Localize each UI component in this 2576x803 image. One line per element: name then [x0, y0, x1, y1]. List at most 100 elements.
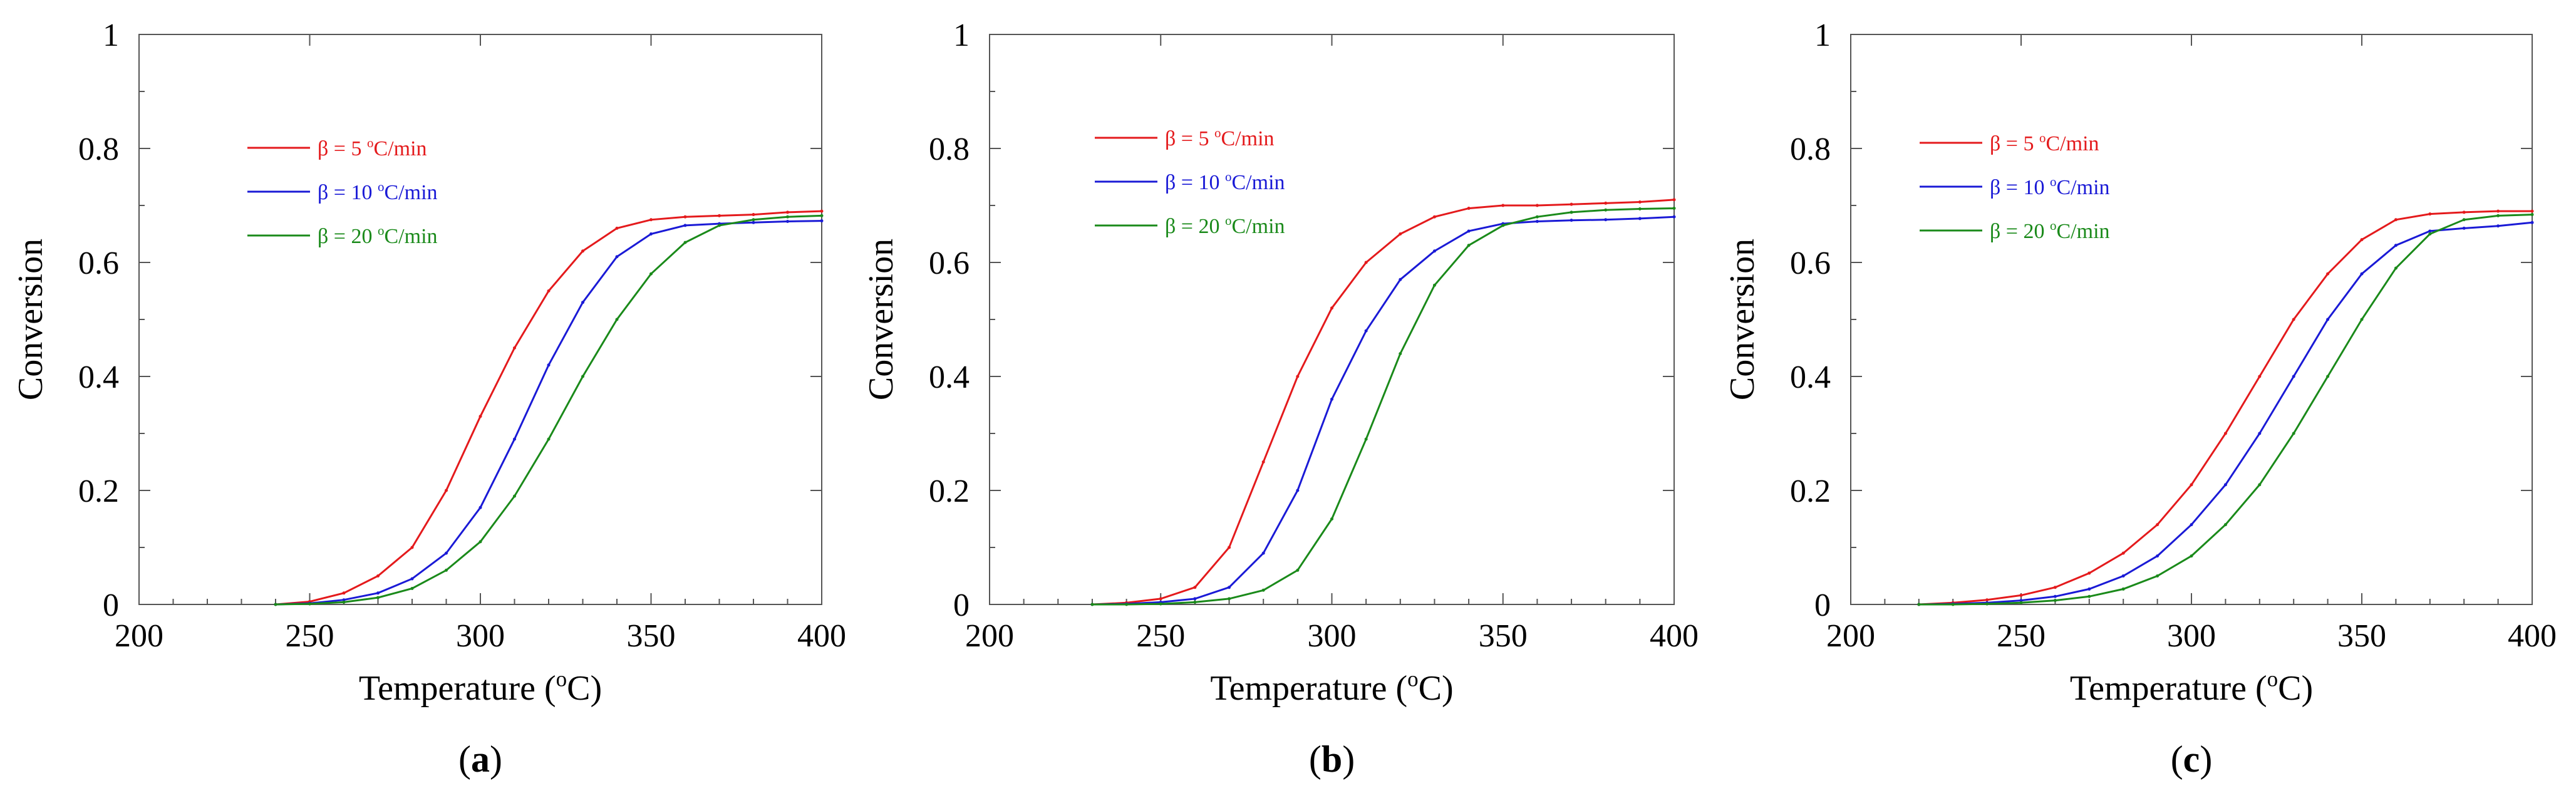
data-point [649, 232, 653, 236]
data-point [1090, 603, 1094, 606]
data-point [1604, 208, 1608, 212]
legend-label: β = 5 oC/min [1990, 130, 2099, 155]
data-point [2326, 318, 2330, 321]
data-point [1261, 588, 1265, 592]
y-tick-label: 0.2 [78, 474, 119, 509]
data-point [1261, 460, 1265, 464]
data-point [2292, 318, 2295, 321]
data-point [1399, 232, 1402, 236]
data-point [410, 587, 414, 591]
data-point [478, 540, 482, 544]
data-point [2462, 218, 2466, 222]
data-point [1159, 597, 1162, 601]
data-point [2496, 214, 2500, 217]
data-point [2530, 213, 2534, 217]
x-axis-label: Temperature (oC) [1210, 667, 1453, 708]
data-point [2258, 375, 2262, 378]
data-point [1467, 244, 1471, 247]
legend: β = 5 oC/min β = 10 oC/min β = 20 oC/min [247, 135, 438, 248]
data-point [752, 218, 755, 222]
data-point [1467, 207, 1471, 210]
data-point [308, 602, 311, 606]
data-point [581, 249, 584, 253]
legend: β = 5 oC/min β = 10 oC/min β = 20 oC/min [1920, 130, 2110, 243]
data-point [2394, 266, 2398, 270]
data-point [1125, 603, 1129, 606]
data-point [2326, 375, 2330, 378]
legend: β = 5 oC/min β = 10 oC/min β = 20 oC/min [1095, 125, 1285, 238]
data-point [786, 219, 789, 223]
data-point [445, 551, 448, 555]
data-point [2019, 599, 2023, 603]
data-point [1638, 207, 1642, 210]
legend-label: β = 5 oC/min [1165, 125, 1275, 150]
x-tick-label: 300 [1308, 618, 1357, 654]
data-point [2394, 218, 2398, 222]
data-point [2428, 212, 2432, 216]
x-axis-label: Temperature (oC) [359, 667, 602, 708]
data-point [2190, 554, 2193, 558]
data-point [2053, 599, 2057, 603]
x-tick-label: 200 [965, 618, 1014, 654]
data-point [2156, 554, 2160, 558]
y-tick-label: 0 [1814, 588, 1831, 623]
data-point [1330, 397, 1333, 401]
panel-label: (a) [458, 738, 502, 780]
data-point [2190, 483, 2193, 487]
data-point [581, 375, 584, 378]
y-tick-label: 0.8 [78, 132, 119, 167]
data-point [1399, 352, 1402, 356]
data-point [2530, 209, 2534, 213]
y-tick-label: 0.4 [929, 360, 970, 395]
y-tick-label: 0.2 [929, 474, 970, 509]
data-point [1432, 283, 1436, 287]
data-point [649, 272, 653, 276]
data-point [1261, 551, 1265, 555]
data-point [342, 600, 346, 604]
x-tick-label: 300 [2167, 618, 2216, 654]
data-point [1917, 603, 1921, 606]
data-point [2496, 209, 2500, 213]
data-point [2223, 523, 2227, 527]
data-point [1501, 204, 1505, 207]
data-point [445, 489, 448, 492]
data-point [1672, 207, 1676, 210]
data-point [1638, 217, 1642, 220]
data-point [718, 214, 721, 217]
data-point [2394, 244, 2398, 247]
data-point [615, 318, 619, 321]
series-line [1092, 215, 1675, 606]
data-point [376, 574, 380, 578]
data-point [2019, 601, 2023, 604]
data-point [1228, 586, 1231, 589]
data-point [1296, 568, 1300, 572]
legend-label: β = 5 oC/min [318, 135, 427, 160]
data-point [1193, 597, 1197, 601]
data-point [1296, 375, 1300, 378]
data-point [1364, 261, 1368, 264]
data-point [683, 224, 687, 227]
x-tick-label: 350 [1479, 618, 1528, 654]
data-point [513, 494, 516, 498]
data-point [2428, 229, 2432, 233]
data-point [2156, 574, 2160, 578]
data-point [445, 568, 448, 572]
x-tick-label: 350 [627, 618, 676, 654]
x-axis-label: Temperature (oC) [2070, 667, 2313, 708]
data-point [1638, 200, 1642, 204]
x-tick-label: 200 [115, 618, 163, 654]
data-point [2360, 238, 2364, 242]
x-tick-label: 250 [286, 618, 334, 654]
data-point [2121, 587, 2125, 591]
x-tick-label: 250 [1136, 618, 1185, 654]
data-point [2156, 523, 2160, 527]
data-point [615, 226, 619, 230]
data-point [752, 220, 755, 224]
series-line [1092, 199, 1675, 606]
data-point [1570, 219, 1573, 222]
data-point [1399, 277, 1402, 281]
y-tick-label: 0.8 [929, 132, 970, 167]
y-tick-label: 0.6 [78, 246, 119, 281]
data-point [1570, 202, 1573, 206]
